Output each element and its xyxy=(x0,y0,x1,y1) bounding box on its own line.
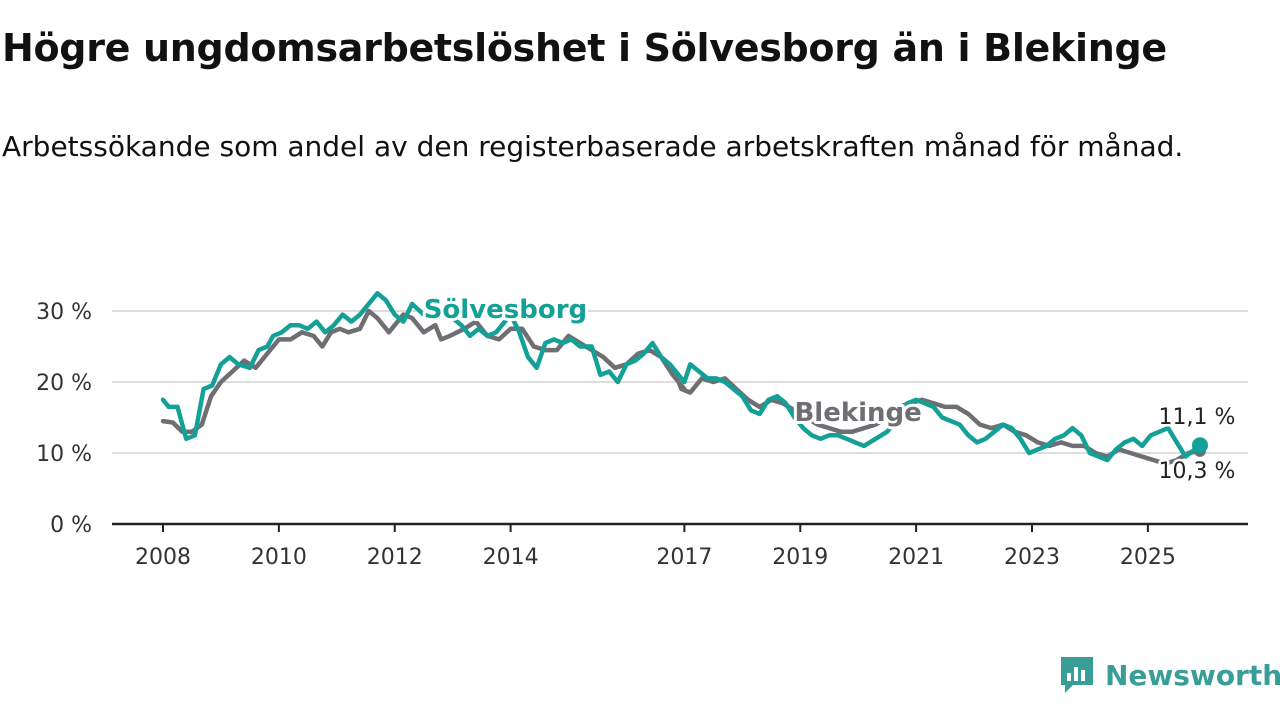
x-tick-label: 2019 xyxy=(772,545,828,570)
y-tick-label: 0 % xyxy=(50,513,92,538)
series-line-blekinge xyxy=(160,308,1203,466)
y-tick-label: 20 % xyxy=(36,371,92,396)
series-labels: Blekinge 10,3 % Sölvesborg 11,1 % xyxy=(421,292,1238,486)
newsworthy-logo: Newsworthy xyxy=(1059,654,1280,696)
x-tick-label: 2012 xyxy=(367,545,423,570)
series-label-blekinge: Blekinge xyxy=(794,398,921,428)
chart-subtitle: Arbetssökande som andel av den registerb… xyxy=(2,130,1184,163)
end-point-solvesborg xyxy=(1192,437,1208,454)
end-value-label-blekinge: 10,3 % xyxy=(1159,459,1236,484)
x-tick-label: 2010 xyxy=(251,545,307,570)
brand-name: Newsworthy xyxy=(1105,658,1280,692)
x-tick-label: 2021 xyxy=(888,545,944,570)
x-tick-label: 2008 xyxy=(135,545,191,570)
x-tick-label: 2025 xyxy=(1120,545,1176,570)
series-label-solvesborg: Sölvesborg xyxy=(424,295,587,325)
x-tick-label: 2023 xyxy=(1004,545,1060,570)
y-axis-ticks: 0 % 10 % 20 % 30 % xyxy=(36,300,92,538)
series-line-solvesborg xyxy=(160,291,1203,463)
y-tick-label: 10 % xyxy=(36,442,92,467)
x-tick-label: 2014 xyxy=(483,545,539,570)
y-tick-label: 30 % xyxy=(36,300,92,325)
x-axis: 2008 2010 2012 2014 2017 2019 2021 2023 2025 xyxy=(112,522,1248,570)
x-tick-label: 2017 xyxy=(656,545,712,570)
series-lines xyxy=(160,291,1208,466)
end-value-label-solvesborg: 11,1 % xyxy=(1159,405,1236,430)
newsworthy-logo-icon xyxy=(1061,657,1093,693)
chart-title: Högre ungdomsarbetslöshet i Sölvesborg ä… xyxy=(2,26,1167,70)
